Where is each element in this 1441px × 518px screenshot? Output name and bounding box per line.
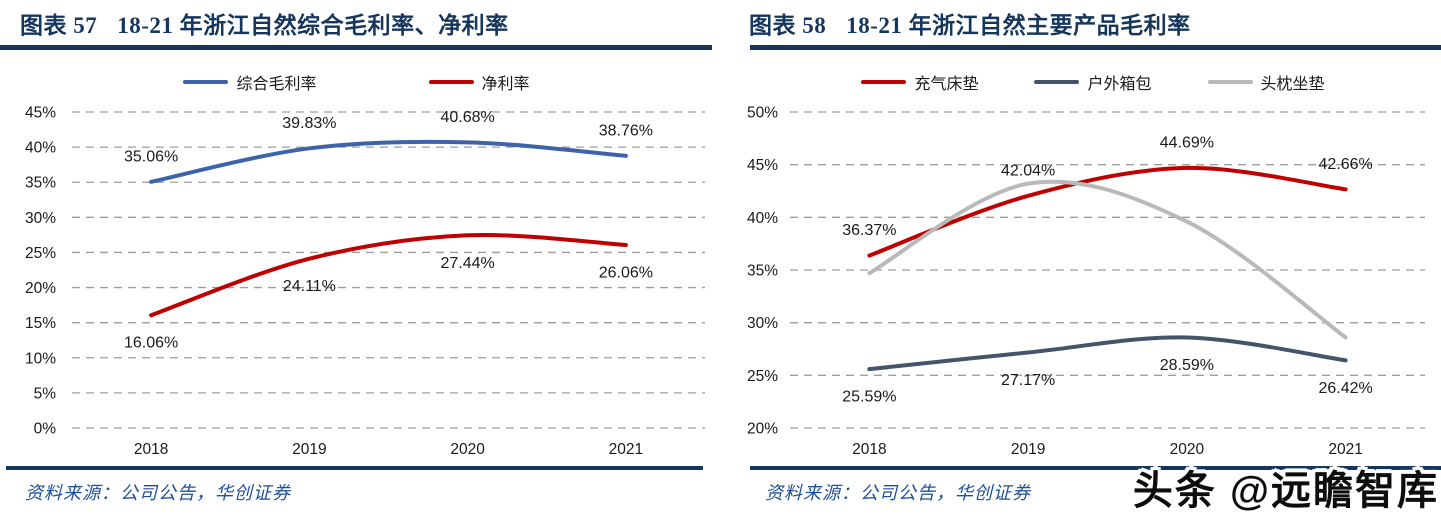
y-axis-tick-label: 35%: [747, 263, 778, 280]
data-label: 16.06%: [124, 335, 178, 352]
data-label: 39.83%: [282, 115, 336, 132]
figure-bottom-divider: [750, 466, 1441, 470]
y-axis-tick-label: 30%: [747, 315, 778, 332]
chart-legend: 充气床垫 户外箱包 头枕坐垫: [745, 70, 1441, 94]
data-label: 35.06%: [124, 148, 178, 165]
title-divider: [0, 45, 712, 50]
y-axis-tick-label: 25%: [25, 245, 56, 262]
data-label: 27.17%: [1001, 372, 1055, 389]
title-divider: [750, 45, 1441, 50]
data-label: 26.06%: [599, 265, 653, 282]
figure-title: 18-21 年浙江自然主要产品毛利率: [846, 13, 1191, 38]
y-axis-tick-label: 45%: [747, 157, 778, 174]
figure-title: 18-21 年浙江自然综合毛利率、净利率: [117, 13, 509, 38]
toutiao-watermark: 头条 @远瞻智库: [1132, 469, 1439, 513]
data-label: 26.42%: [1318, 380, 1372, 397]
legend-line-swatch-icon: [1207, 80, 1253, 84]
data-label: 36.37%: [842, 222, 896, 239]
data-label: 25.59%: [842, 389, 896, 406]
legend-item: 充气床垫: [861, 70, 978, 94]
y-axis-tick-label: 40%: [25, 140, 56, 157]
legend-item: 头枕坐垫: [1207, 70, 1325, 94]
figure-label: 图表 57: [20, 13, 98, 38]
legend-label: 综合毛利率: [236, 76, 317, 93]
legend-line-swatch-icon: [1034, 80, 1080, 84]
legend-line-swatch-icon: [428, 80, 474, 84]
y-axis-tick-label: 50%: [747, 105, 778, 122]
legend-line-swatch-icon: [861, 80, 907, 84]
x-axis-tick-label: 2021: [609, 441, 643, 458]
y-axis-tick-label: 30%: [25, 210, 56, 227]
y-axis-tick-label: 40%: [747, 210, 778, 227]
figure-header: 图表 57 18-21 年浙江自然综合毛利率、净利率: [20, 6, 509, 40]
data-label: 44.69%: [1160, 134, 1214, 151]
legend-item: 综合毛利率: [183, 70, 317, 94]
y-axis-tick-label: 10%: [25, 350, 56, 367]
x-axis-tick-label: 2020: [450, 441, 485, 458]
data-label: 40.68%: [440, 109, 494, 126]
data-label: 24.11%: [283, 278, 336, 295]
data-label: 38.76%: [599, 122, 653, 139]
legend-label: 净利率: [481, 76, 530, 93]
data-label: 42.04%: [1001, 162, 1055, 179]
y-axis-tick-label: 20%: [747, 421, 778, 438]
figure-58-panel: 图表 58 18-21 年浙江自然主要产品毛利率 充气床垫 户外箱包 头枕坐垫 20…: [745, 0, 1441, 518]
data-label: 27.44%: [440, 255, 494, 272]
x-axis-tick-label: 2019: [1011, 441, 1045, 458]
legend-label: 头枕坐垫: [1260, 76, 1325, 93]
legend-label: 户外箱包: [1087, 76, 1152, 93]
chart-legend: 综合毛利率 净利率: [0, 70, 713, 94]
x-axis-tick-label: 2018: [852, 441, 886, 458]
series-line-充气床垫: [867, 165, 1348, 258]
y-axis-tick-label: 5%: [34, 385, 57, 402]
y-axis-tick-label: 35%: [25, 175, 56, 192]
data-label: 42.66%: [1318, 156, 1372, 173]
source-text: 资料来源：公司公告，华创证券: [25, 483, 291, 503]
source-text: 资料来源：公司公告，华创证券: [765, 483, 1031, 503]
figure-57-panel: 图表 57 18-21 年浙江自然综合毛利率、净利率 综合毛利率 净利率 0% 5%…: [0, 0, 713, 518]
x-axis-tick-label: 2018: [134, 441, 168, 458]
y-axis-tick-label: 20%: [25, 280, 56, 297]
legend-label: 充气床垫: [914, 76, 979, 93]
line-chart: 0% 5% 10% 15% 20% 25% 30% 35% 40% 45% 2018 2019 2020…: [25, 105, 705, 458]
x-axis-tick-label: 2021: [1328, 441, 1362, 458]
legend-line-swatch-icon: [183, 80, 229, 84]
y-axis-tick-label: 15%: [25, 315, 56, 332]
series-line-头枕坐垫: [867, 179, 1348, 340]
line-chart: 20% 25% 30% 35% 40% 45% 50% 2018 2019 2020 2021 36.…: [747, 105, 1425, 458]
figure-header: 图表 58 18-21 年浙江自然主要产品毛利率: [749, 6, 1191, 40]
legend-item: 户外箱包: [1034, 70, 1152, 94]
x-axis-tick-label: 2019: [292, 441, 326, 458]
series-line-净利率: [149, 232, 628, 318]
y-axis-tick-label: 25%: [747, 368, 778, 385]
x-axis-tick-label: 2020: [1170, 441, 1205, 458]
y-axis-tick-label: 45%: [25, 105, 56, 122]
data-label: 28.59%: [1160, 357, 1214, 374]
series-line-综合毛利率: [149, 139, 628, 184]
legend-item: 净利率: [428, 70, 530, 94]
figure-bottom-divider: [6, 466, 703, 470]
figure-label: 图表 58: [749, 13, 827, 38]
y-axis-tick-label: 0%: [34, 421, 57, 438]
series-line-户外箱包: [867, 335, 1348, 372]
